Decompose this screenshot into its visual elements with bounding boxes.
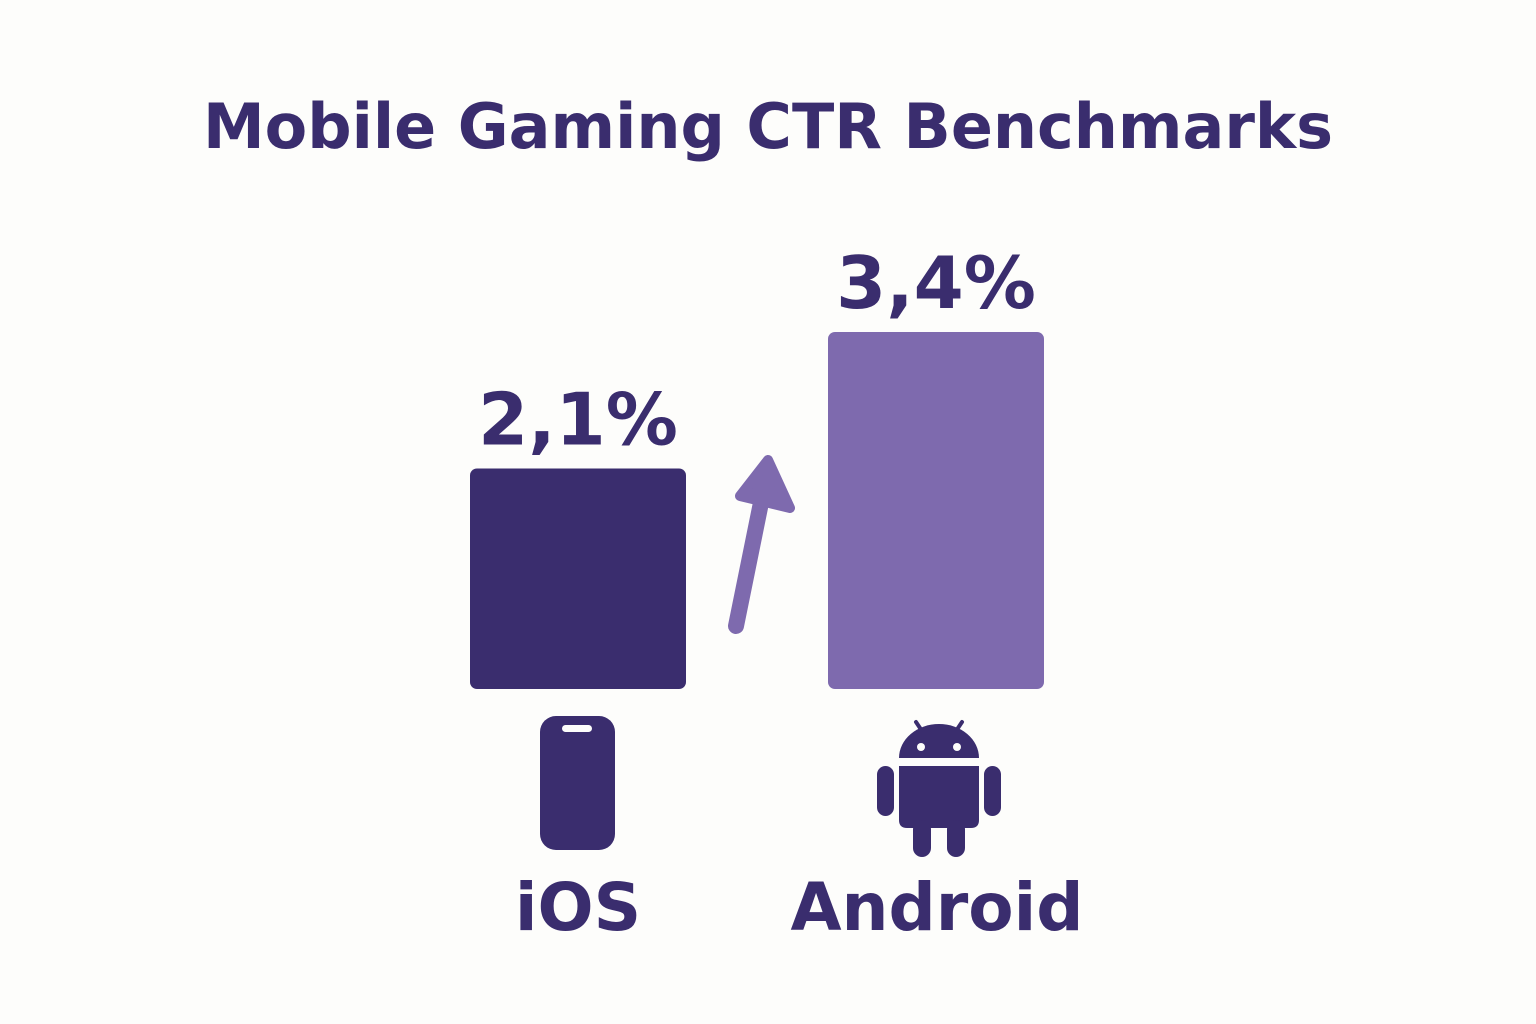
- category-label-android: Android: [790, 869, 1084, 946]
- android-icon: [877, 720, 1001, 857]
- growth-arrow: [728, 455, 795, 634]
- category-label-ios: iOS: [514, 869, 642, 946]
- bar-android: [828, 332, 1044, 689]
- value-labels-layer: 2,1% 3,4%: [478, 241, 1036, 462]
- value-label-android: 3,4%: [836, 241, 1036, 325]
- bar-ios: [470, 468, 686, 689]
- chart-title: Mobile Gaming CTR Benchmarks: [202, 90, 1334, 163]
- value-label-ios: 2,1%: [478, 378, 678, 462]
- bars-layer: [470, 332, 1044, 689]
- phone-icon: [540, 716, 615, 850]
